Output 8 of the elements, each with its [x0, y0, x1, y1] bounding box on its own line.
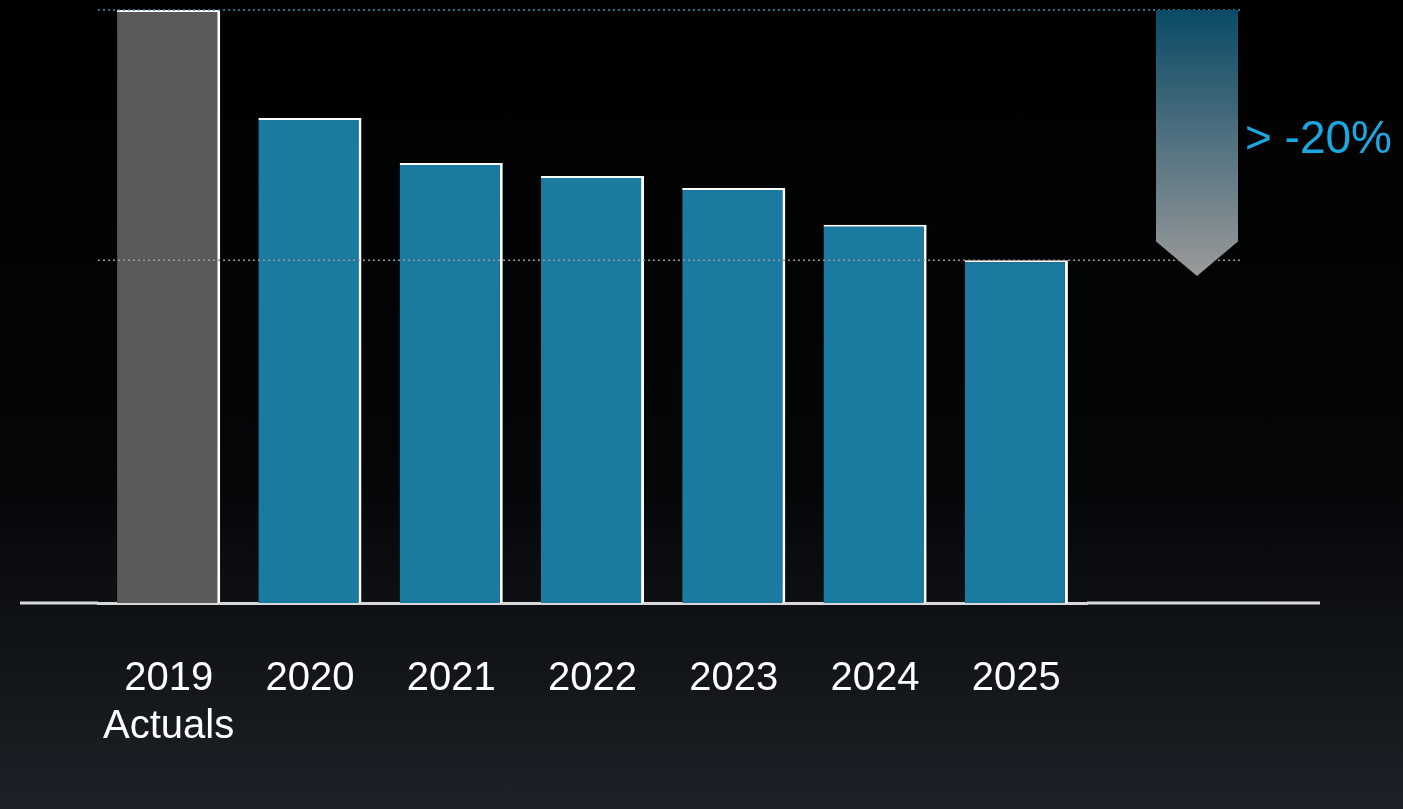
x-tick-label: 2022 — [548, 654, 637, 699]
x-tick-label: 2023 — [689, 654, 779, 699]
text: > -20% — [1244, 110, 1392, 163]
x-tick-label: 2024 — [830, 654, 920, 699]
x-tick-label: 2019 Actuals — [103, 654, 235, 747]
x-tick-label: 2025 — [971, 654, 1061, 699]
x-tick-label: 2021 — [406, 654, 496, 699]
x-tick-label: 2020 — [265, 654, 355, 699]
